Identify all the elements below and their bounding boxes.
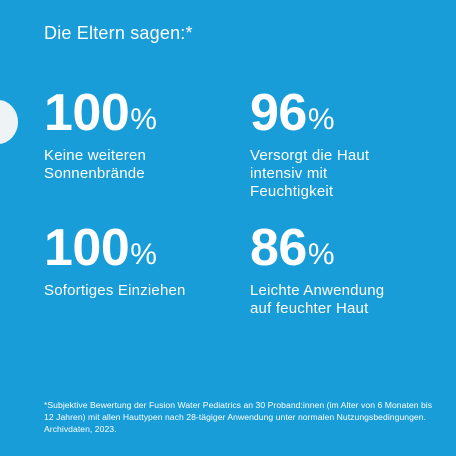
stat-unit: % <box>130 238 157 271</box>
stat-value: 96 <box>250 84 307 142</box>
stat-value: 100 <box>44 84 130 142</box>
stat-label-line: Leichte Anwendung <box>250 282 385 299</box>
stat-label-line: auf feuchter Haut <box>250 300 369 317</box>
stat-unit: % <box>307 103 335 136</box>
product-edge-decoration <box>0 100 18 144</box>
stat-absorbs: 100% Sofortiges Einziehen <box>44 222 186 300</box>
footnote: *Subjektive Bewertung der Fusion Water P… <box>44 400 433 434</box>
stat-unit: % <box>130 103 157 136</box>
stat-label-line: Keine weiteren <box>44 147 147 164</box>
stat-label: Leichte Anwendung auf feuchter Haut <box>250 282 384 318</box>
stat-value: 100 <box>44 219 130 277</box>
stat-label-line: Feuchtigkeit <box>250 183 334 200</box>
stat-label: Keine weiteren Sonnenbrände <box>44 147 157 183</box>
stat-moisturizes: 96% Versorgt die Haut intensiv mit Feuch… <box>250 87 369 201</box>
stat-no-sunburn: 100% Keine weiteren Sonnenbrände <box>44 87 157 183</box>
stat-unit: % <box>307 238 335 271</box>
stat-value: 86 <box>250 219 307 277</box>
stat-label-line: Sonnenbrände <box>44 165 145 182</box>
stat-wet-skin: 86% Leichte Anwendung auf feuchter Haut <box>250 222 384 318</box>
stat-label-line: Sofortiges Einziehen <box>44 282 186 299</box>
stat-label: Versorgt die Haut intensiv mit Feuchtigk… <box>250 147 369 201</box>
stat-label-line: intensiv mit <box>250 165 328 182</box>
stat-label: Sofortiges Einziehen <box>44 282 186 300</box>
stat-label-line: Versorgt die Haut <box>250 147 370 164</box>
heading: Die Eltern sagen:* <box>44 23 193 43</box>
